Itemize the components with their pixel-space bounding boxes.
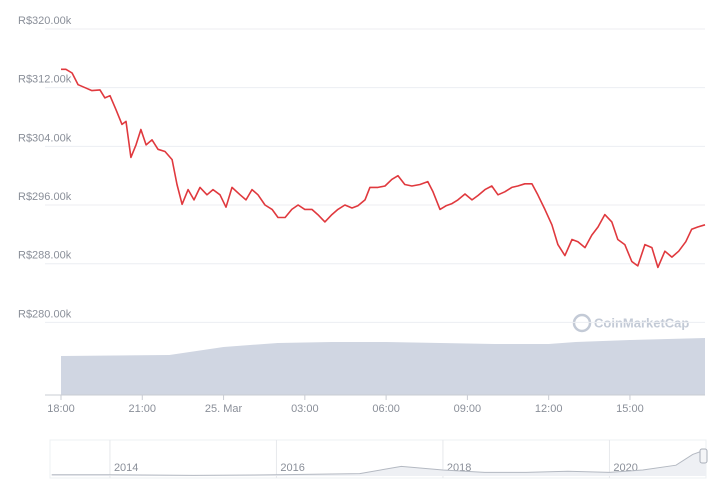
x-tick-label: 09:00: [454, 403, 482, 415]
watermark-logo: [572, 313, 592, 333]
watermark: CoinMarketCap: [572, 313, 689, 333]
price-line: [61, 68, 706, 269]
y-tick-label: R$280.00k: [18, 308, 72, 320]
navigator-tick-label: 2014: [114, 462, 138, 474]
x-tick-label: 15:00: [616, 403, 644, 415]
navigator-tick-label: 2016: [280, 462, 304, 474]
watermark-text: CoinMarketCap: [594, 315, 689, 330]
y-tick-label: R$312.00k: [18, 74, 72, 86]
y-tick-label: R$288.00k: [18, 250, 72, 262]
x-tick-label: 21:00: [129, 403, 157, 415]
navigator-handle: [699, 448, 708, 464]
y-tick-label: R$320.00k: [18, 15, 72, 27]
y-tick-label: R$296.00k: [18, 191, 72, 203]
x-tick-label: 06:00: [372, 403, 400, 415]
x-tick-label: 25. Mar: [205, 403, 243, 415]
x-tick-label: 18:00: [47, 403, 75, 415]
x-tick-label: 12:00: [535, 403, 563, 415]
volume-area: [61, 338, 705, 395]
x-tick-label: 03:00: [291, 403, 319, 415]
navigator-line: [51, 449, 707, 476]
y-tick-label: R$304.00k: [18, 132, 72, 144]
